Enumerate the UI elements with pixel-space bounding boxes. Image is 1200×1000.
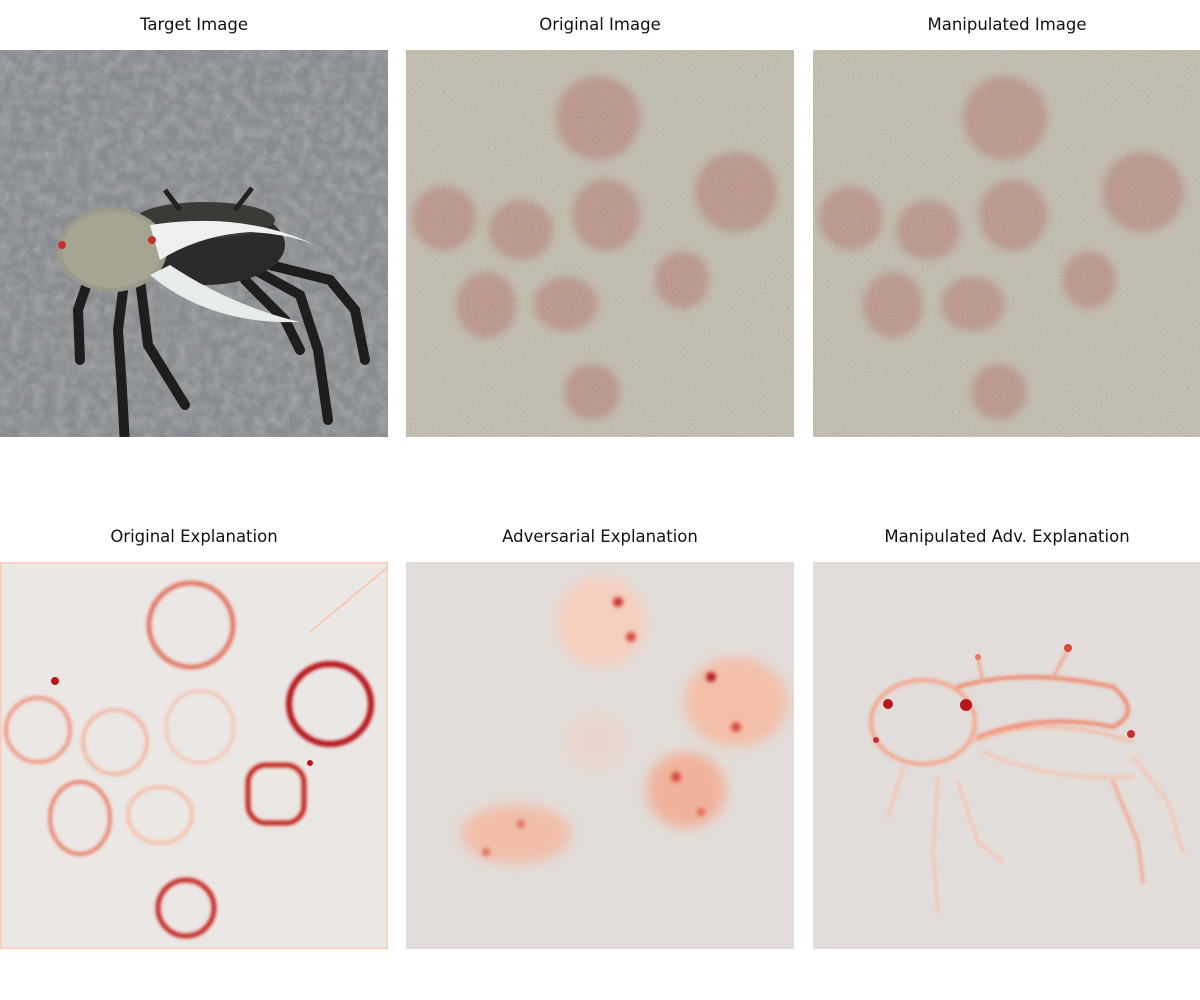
original-noisy-image xyxy=(406,50,794,437)
original-explanation-heatmap xyxy=(0,562,388,949)
manipulated-adv-explanation-heatmap xyxy=(813,562,1200,949)
panel-title: Manipulated Adv. Explanation xyxy=(884,527,1130,546)
target-crab-image xyxy=(0,50,388,437)
panel-title: Manipulated Image xyxy=(927,15,1087,34)
panel-title: Original Image xyxy=(539,15,661,34)
manipulated-noisy-image xyxy=(813,50,1200,437)
adversarial-explanation-heatmap xyxy=(406,562,794,949)
panel-title: Adversarial Explanation xyxy=(502,527,698,546)
panel-title: Target Image xyxy=(140,15,248,34)
panel-title: Original Explanation xyxy=(110,527,278,546)
